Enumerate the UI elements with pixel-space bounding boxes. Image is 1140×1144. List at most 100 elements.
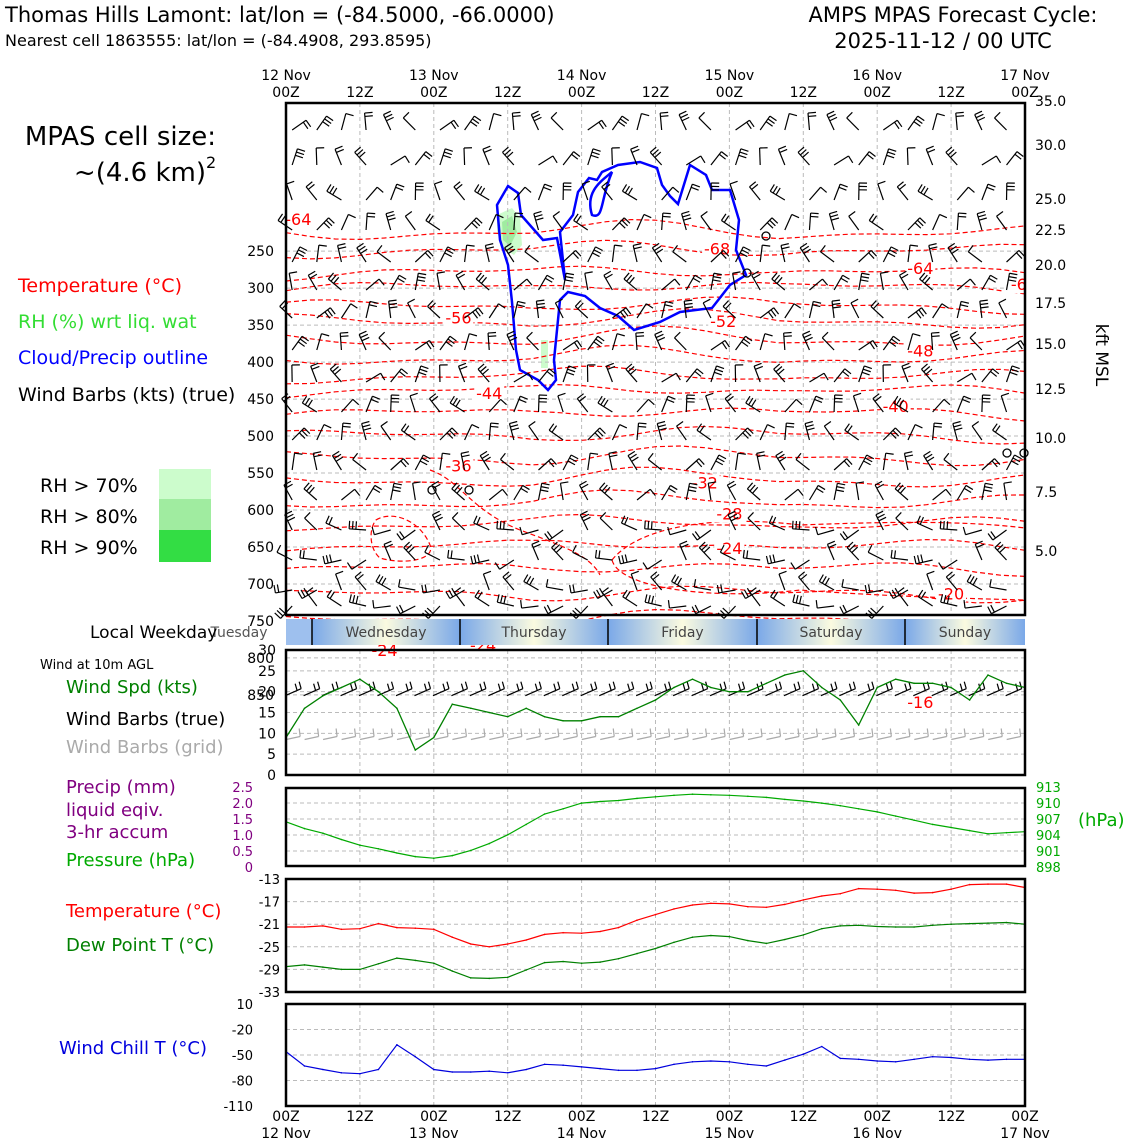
wind-barb (391, 184, 405, 200)
wind-barb-flag (871, 301, 876, 307)
wind10m-barb-flag (743, 682, 745, 689)
wind-barb-staff (536, 301, 538, 318)
pressure-tick-label: 700 (247, 577, 274, 593)
wind-barb-flag (430, 303, 435, 309)
wind-barb-flag (685, 307, 693, 308)
wind-barb-flag (629, 277, 634, 283)
wind-barb-flag (713, 280, 721, 281)
wind-barb-flag (302, 336, 308, 341)
dewpoint-line-point (507, 977, 509, 979)
temperature-line-point (433, 929, 435, 931)
wind-barb-flag (570, 585, 571, 593)
wind-barb-flag (389, 304, 397, 305)
wind-barb-staff (349, 602, 366, 606)
wind-barb-staff (522, 606, 539, 608)
wind-barb-flag (552, 426, 557, 433)
wind10m-grid-barb (1007, 729, 1021, 740)
wind-barb-flag (478, 364, 484, 369)
windchill-line-point (433, 1069, 435, 1071)
wind-barb (718, 606, 735, 618)
wind-barb-flag (450, 336, 456, 341)
wind-barb-flag (873, 340, 877, 347)
wind-barb-flag (693, 278, 700, 282)
wind-barb-flag (379, 576, 383, 583)
wind-barb-flag (832, 304, 840, 305)
wind-barb-flag (765, 334, 773, 336)
wind10m-barb-flag (1016, 684, 1018, 691)
wind10m-grid-staff (656, 737, 670, 740)
wind-barb-flag (553, 156, 557, 163)
wind-barb-staff (891, 558, 908, 560)
wind-barb-staff (426, 220, 440, 230)
wind10m-grid-flag (1001, 729, 1002, 737)
dewpoint-line-point (747, 940, 749, 942)
wind-barb (743, 550, 760, 560)
wind-barb-staff (711, 340, 725, 350)
dewpoint-line-point (378, 963, 380, 965)
wind-barb-staff (349, 529, 366, 530)
wind-barb-flag (799, 521, 800, 529)
wind-barb-staff (834, 459, 847, 470)
wind-barb (357, 243, 367, 262)
wind-barb-staff (353, 460, 366, 470)
wind-barb-flag (473, 312, 478, 318)
wind-barb (686, 184, 700, 200)
wind-barb-flag (537, 307, 545, 308)
wind-barb (824, 421, 834, 440)
wind-barb-staff (660, 113, 661, 130)
top-hour-label: 00Z (863, 85, 890, 101)
wind-barb-flag (377, 187, 383, 192)
wind-barb-flag (879, 517, 886, 521)
wind10m-barb-flag (905, 684, 907, 691)
wind10m-barb-flag (465, 682, 467, 689)
wind-barb (803, 331, 813, 350)
wind10m-grid-barb (545, 729, 559, 740)
wind-barb-flag (830, 215, 838, 217)
wind-barb-flag (723, 608, 729, 613)
wind-barb-staff (306, 187, 317, 200)
wind10m-barb-flag (724, 682, 726, 689)
wind-barb-staff (352, 560, 366, 569)
wind10m-grid-staff (452, 737, 466, 740)
wind-barb (834, 395, 843, 412)
wind-barb-flag (898, 588, 904, 593)
wind-barb-flag (768, 312, 773, 318)
wind-barb-flag (351, 304, 358, 308)
wind-barb-flag (456, 271, 463, 275)
dewpoint-line-point (636, 953, 638, 955)
wind-barb (878, 181, 886, 200)
windchill-line-point (304, 1065, 306, 1067)
wind-barb (465, 116, 481, 130)
wind-barb (317, 218, 335, 230)
wind-barb-staff (538, 459, 551, 470)
height-tick-label: 5.0 (1035, 544, 1057, 560)
wind-barb (563, 250, 581, 262)
wind-barb-flag (330, 554, 332, 562)
weekday-day: Thursday (500, 625, 566, 641)
wind-barb-flag (332, 451, 339, 455)
wind-barb (880, 272, 888, 290)
wind10m-barb-flag (332, 684, 334, 691)
wind-barb-flag (547, 371, 553, 376)
wind-barb-staff (500, 460, 513, 470)
pressure-label: Pressure (hPa) (66, 850, 195, 871)
wind-barb-flag (313, 452, 321, 454)
windspd-line-point (840, 699, 842, 701)
pressure-line-point (415, 856, 417, 858)
height-tick-label: 7.5 (1035, 485, 1057, 501)
wind-barb-staff (736, 453, 738, 470)
wind-barb-flag (327, 590, 331, 597)
wind10m-grid-flag (743, 729, 744, 737)
wind-barb-staff (631, 574, 637, 590)
wind-barb-flag (279, 608, 285, 613)
wind-barb-flag (426, 214, 430, 221)
wind-barb-staff (859, 366, 865, 382)
wind-barb (514, 279, 532, 290)
wind10m-grid-staff (840, 737, 854, 740)
windspd-line-point (488, 712, 490, 714)
wind-barb (434, 181, 442, 200)
windchill-line-point (1006, 1059, 1008, 1061)
dewpoint-line-point (840, 925, 842, 927)
temperature-line-point (396, 927, 398, 929)
wind-barb-flag (990, 579, 991, 587)
